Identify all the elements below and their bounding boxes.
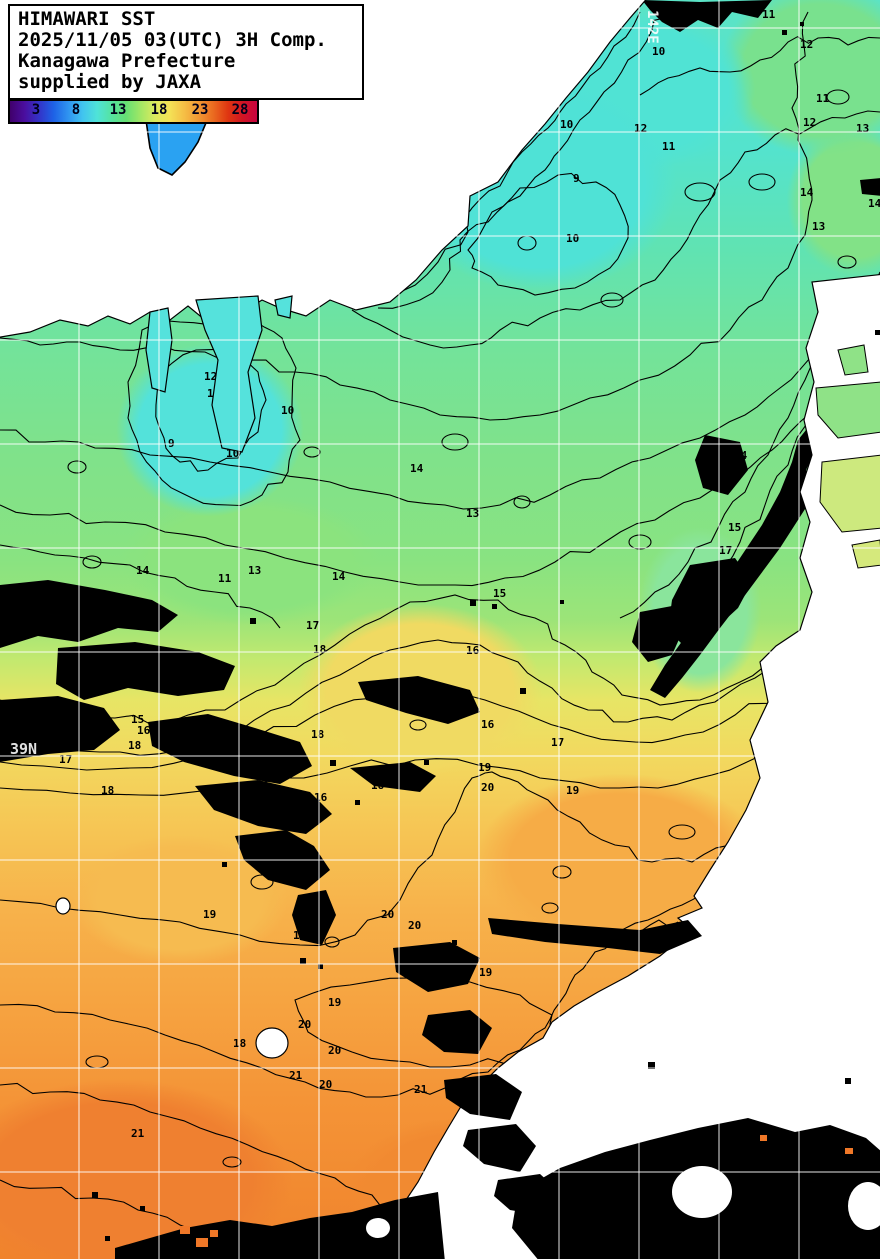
contour-line-11 — [639, 36, 880, 96]
contour-label: 19 — [566, 784, 579, 797]
grid-label-39N: 39N — [10, 740, 37, 758]
contour-label: 18 — [128, 739, 141, 752]
contour-line-10 — [377, 7, 669, 309]
grid-label-142E: 142E — [644, 10, 660, 44]
contour-label: 13 — [812, 220, 825, 233]
contour-label: 14 — [800, 186, 814, 199]
contour-label: 20 — [481, 781, 494, 794]
contour-label: 12 — [634, 122, 647, 135]
contour-label: 14 — [410, 462, 424, 475]
contour-line-12 — [0, 11, 813, 421]
contour-label: 12 — [803, 116, 816, 129]
cloud-layer — [0, 0, 818, 945]
contour-label: 20 — [328, 1044, 341, 1057]
contour-label: 13 — [856, 122, 869, 135]
contour-label: 17 — [306, 619, 319, 632]
contour-label: 21 — [289, 1069, 303, 1082]
contour-label: 12 — [204, 370, 217, 383]
title-line-region: Kanagawa Prefecture — [18, 50, 236, 72]
colorbar-tick: 23 — [191, 102, 209, 118]
title-line-credit: supplied by JAXA — [18, 71, 202, 93]
contour-label: 12 — [800, 38, 813, 51]
contour-label: 14 — [868, 197, 880, 210]
contour-line-15 — [0, 544, 281, 629]
contour-label: 13 — [466, 507, 479, 520]
contour-line-9 — [399, 11, 641, 293]
contour-label: 14 — [136, 564, 150, 577]
contour-line-11 — [351, 110, 880, 349]
contour-label: 17 — [551, 736, 564, 749]
contour-label: 10 — [560, 118, 573, 131]
contour-label: 15 — [728, 521, 741, 534]
title-line-product: HIMAWARI SST — [18, 8, 156, 30]
title-line-datetime: 2025/11/05 03(UTC) 3H Comp. — [18, 29, 327, 51]
contour-label: 11 — [662, 140, 676, 153]
contour-label: 19 — [479, 966, 492, 979]
contour-label: 14 — [332, 570, 346, 583]
contour-label: 16 — [137, 724, 151, 737]
contour-label: 9 — [573, 172, 580, 185]
contour-label: 20 — [381, 908, 394, 921]
contour-label: 10 — [652, 45, 665, 58]
contour-label: 11 — [816, 92, 830, 105]
contour-label: 10 — [566, 232, 579, 245]
contour-label: 18 — [311, 728, 324, 741]
contour-line-15 — [619, 341, 819, 619]
contour-label: 18 — [233, 1037, 246, 1050]
contour-label: 13 — [248, 564, 261, 577]
colorbar-tick: 18 — [150, 102, 168, 118]
contour-label: 17 — [59, 753, 72, 766]
contour-label: 20 — [319, 1078, 332, 1091]
temperature-colorbar: 3 8 13 18 23 28 — [8, 99, 259, 124]
contour-label: 16 — [481, 718, 495, 731]
overlay-cloud-layer — [92, 22, 880, 1259]
title-box: HIMAWARI SST 2025/11/05 03(UTC) 3H Comp.… — [8, 4, 364, 100]
contour-label: 20 — [298, 1018, 311, 1031]
colorbar-tick: 3 — [31, 102, 41, 118]
colorbar-tick: 28 — [231, 102, 249, 118]
contour-label: 19 — [203, 908, 216, 921]
contour-label: 21 — [131, 1127, 145, 1140]
contour-label: 11 — [762, 8, 776, 21]
contour-label: 15 — [131, 713, 144, 726]
colorbar-tick: 8 — [71, 102, 81, 118]
contour-label: 17 — [719, 544, 732, 557]
geo-labels-layer: 39N 142E — [10, 10, 660, 758]
contour-label: 15 — [493, 587, 506, 600]
contour-line-19 — [0, 764, 821, 947]
contour-label: 19 — [478, 761, 491, 774]
contour-label: 18 — [313, 643, 326, 656]
contour-label: 21 — [414, 1083, 428, 1096]
contour-label: 10 — [281, 404, 294, 417]
contour-label: 18 — [101, 784, 114, 797]
colorbar-tick: 13 — [109, 102, 127, 118]
contour-label: 20 — [408, 919, 421, 932]
contour-line-10 — [467, 172, 629, 296]
contour-label: 11 — [218, 572, 232, 585]
contour-label: 16 — [466, 644, 480, 657]
contour-line-13 — [0, 271, 880, 510]
contour-label: 19 — [328, 996, 341, 1009]
